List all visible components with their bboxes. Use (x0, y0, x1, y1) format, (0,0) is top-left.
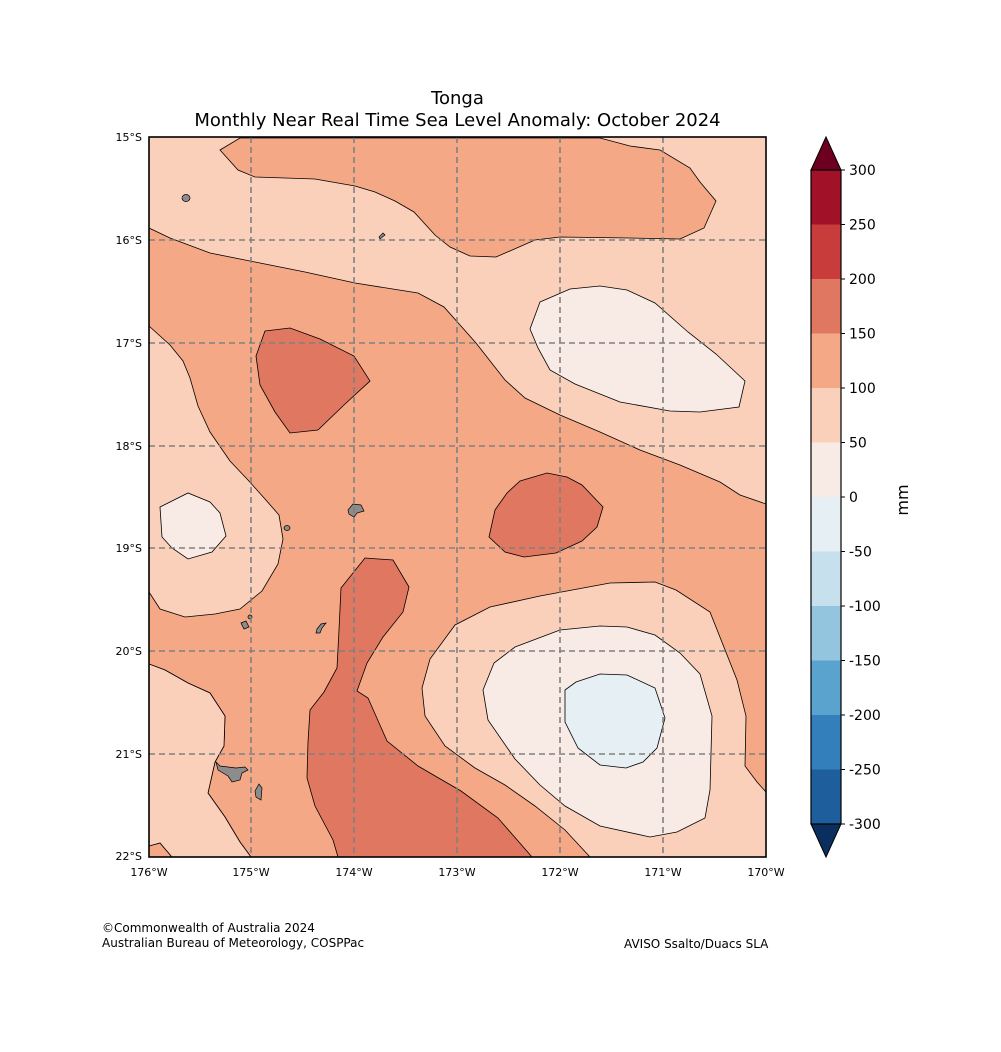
colorbar-tick-label: 100 (849, 381, 876, 397)
colorbar-segment (811, 497, 841, 552)
colorbar-tick-label: -200 (849, 708, 881, 724)
band-0-50-northeast (529, 285, 746, 413)
band-150-200-west (255, 327, 371, 434)
lat-label: 16°S (116, 234, 142, 247)
map-frame (148, 136, 767, 858)
lat-label: 17°S (116, 337, 142, 350)
lat-label: 22°S (116, 850, 142, 863)
colorbar-over-arrow (810, 135, 842, 171)
colorbar-segment (811, 224, 841, 280)
colorbar-segment (811, 279, 841, 334)
data-source-credit: AVISO Ssalto/Duacs SLA (624, 937, 769, 951)
organisation-line: Australian Bureau of Meteorology, COSPPa… (102, 936, 365, 950)
band-50-100-southwest (149, 663, 252, 857)
colorbar-tick-label: -250 (849, 763, 881, 779)
lat-label: 20°S (116, 645, 142, 658)
colorbar-tick-label: -50 (849, 545, 872, 561)
lon-label: 176°W (130, 866, 167, 879)
colorbar-tick-label: 0 (849, 490, 858, 506)
band-150-200-south (306, 557, 533, 857)
gridlines (149, 137, 766, 857)
colorbar-segment (811, 333, 841, 389)
colorbar-segment (811, 442, 841, 498)
colorbar: 300 250 200 150 100 50 0 -50 -100 -150 -200 -250 -30… (810, 135, 912, 859)
lon-labels: 176°W 175°W 174°W 173°W 172°W 171°W 170°… (130, 866, 784, 879)
lon-label: 173°W (438, 866, 475, 879)
band-neg50-0-southeast (564, 673, 666, 769)
lon-label: 172°W (541, 866, 578, 879)
island-tongatapu (215, 760, 249, 783)
lat-label: 15°S (116, 131, 142, 144)
colorbar-segment (811, 170, 841, 225)
map-subtitle: Monthly Near Real Time Sea Level Anomaly… (194, 110, 721, 131)
colorbar-tick-label: 300 (849, 163, 876, 179)
lon-label: 171°W (644, 866, 681, 879)
lat-labels: 15°S 16°S 17°S 18°S 19°S 20°S 21°S 22°S (116, 131, 142, 863)
island-eua (254, 783, 263, 801)
lat-label: 21°S (116, 748, 142, 761)
lon-label: 170°W (747, 866, 784, 879)
colorbar-tick-label: -100 (849, 599, 881, 615)
colorbar-ticks: 300 250 200 150 100 50 0 -50 -100 -150 -200 -250 -30… (841, 163, 881, 833)
colorbar-tick-label: 200 (849, 272, 876, 288)
colorbar-segment (811, 660, 841, 716)
band-150-200-east (488, 472, 604, 558)
colorbar-tick-label: -300 (849, 817, 881, 833)
colorbar-tick-label: 50 (849, 436, 867, 452)
colorbar-segments (811, 170, 841, 825)
copyright-credit: ©Commonwealth of Australia 2024 Australi… (102, 921, 364, 951)
colorbar-tick-label: -150 (849, 654, 881, 670)
colorbar-tick-label: 150 (849, 327, 876, 343)
island-niuafoou (181, 194, 191, 202)
colorbar-unit: mm (893, 484, 912, 515)
island-late (283, 525, 291, 531)
island-haapai-north (240, 620, 250, 630)
colorbar-segment (811, 606, 841, 661)
colorbar-segment (811, 388, 841, 443)
copyright-line: ©Commonwealth of Australia 2024 (102, 921, 315, 935)
colorbar-segment (811, 715, 841, 770)
colorbar-tick-label: 250 (849, 218, 876, 234)
band-0-50-west (159, 492, 227, 560)
island-tafahi (378, 232, 386, 240)
map-title: Tonga (431, 88, 484, 109)
lon-label: 175°W (232, 866, 269, 879)
island-haapai-east (315, 622, 327, 634)
lat-label: 19°S (116, 542, 142, 555)
island-vavau (347, 503, 365, 518)
lat-label: 18°S (116, 440, 142, 453)
lon-label: 174°W (335, 866, 372, 879)
colorbar-segment (811, 769, 841, 825)
colorbar-segment (811, 551, 841, 607)
colorbar-under-arrow (810, 823, 842, 859)
islands (181, 194, 386, 801)
